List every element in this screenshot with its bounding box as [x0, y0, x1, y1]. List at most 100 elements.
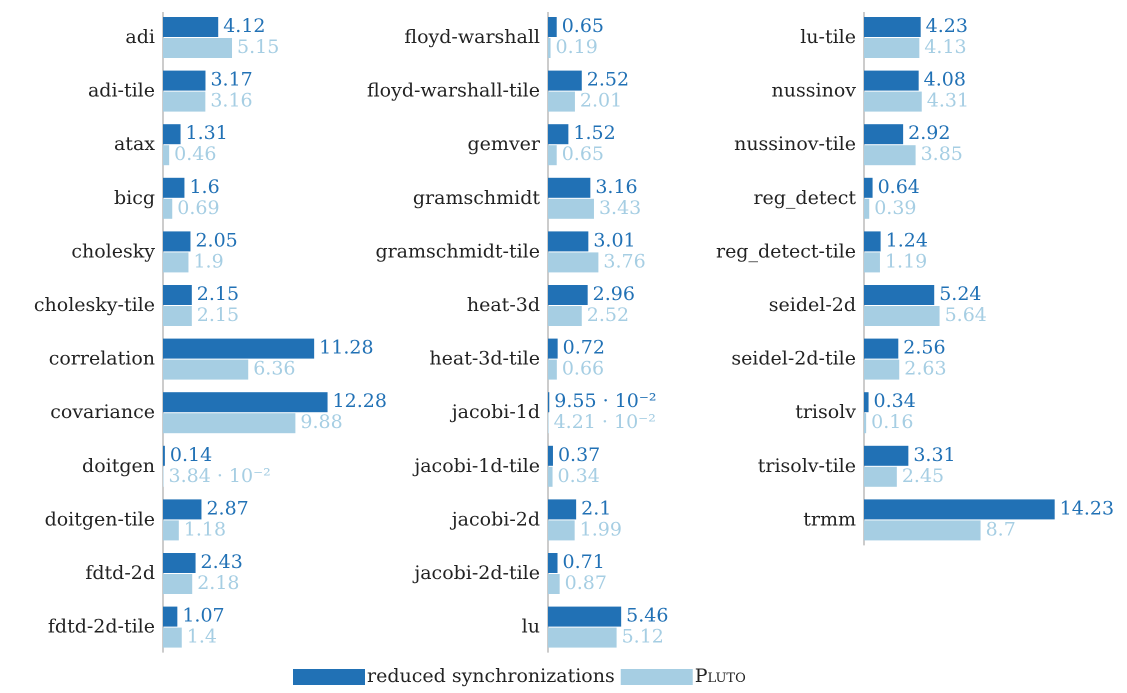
value-label: 4.21 · 10⁻² — [554, 411, 656, 433]
category-label: heat-3d-tile — [429, 348, 540, 370]
bar — [163, 627, 182, 648]
value-label: 2.18 — [197, 572, 239, 594]
bar — [548, 520, 575, 541]
category-label: gemver — [468, 133, 541, 155]
value-label: 1.9 — [193, 250, 223, 272]
bar — [864, 466, 897, 487]
value-label: 5.24 — [939, 283, 981, 305]
value-label: 0.14 — [170, 444, 212, 466]
bar — [163, 520, 179, 541]
value-label: 3.43 — [599, 197, 641, 219]
bar — [548, 306, 582, 326]
value-label: 0.19 — [556, 36, 598, 58]
bar — [163, 38, 233, 58]
category-label: reg_detect-tile — [716, 240, 856, 262]
bar — [864, 252, 880, 273]
bar — [548, 466, 553, 487]
bar — [548, 338, 558, 359]
value-label: 8.7 — [986, 518, 1016, 540]
bar — [163, 553, 196, 573]
value-label: 2.52 — [587, 69, 629, 91]
category-label: jacobi-2d — [450, 508, 540, 530]
value-label: 1.52 — [573, 122, 615, 144]
bar — [163, 445, 165, 466]
value-label: 5.12 — [622, 626, 664, 648]
bar — [548, 574, 560, 594]
value-label: 2.45 — [902, 465, 944, 487]
category-label: gramschmidt — [413, 187, 540, 209]
bar — [548, 252, 599, 273]
legend-label: reduced synchronizations — [367, 665, 615, 687]
value-label: 1.31 — [186, 122, 228, 144]
category-label: nussinov-tile — [734, 133, 856, 155]
bar — [864, 392, 869, 413]
category-label: nussinov — [772, 80, 857, 102]
bar — [864, 338, 899, 359]
value-label: 3.16 — [210, 90, 252, 112]
value-label: 0.46 — [174, 143, 216, 165]
bar — [163, 252, 189, 273]
category-label: cholesky — [71, 240, 155, 262]
value-label: 0.87 — [565, 572, 607, 594]
bar — [548, 553, 558, 573]
bar — [163, 17, 219, 37]
category-label: trmm — [803, 508, 856, 530]
bar — [548, 445, 553, 466]
category-label: floyd-warshall — [404, 26, 540, 48]
category-label: correlation — [49, 348, 155, 370]
category-label: seidel-2d-tile — [731, 348, 856, 370]
legend-label: Pluto — [695, 665, 746, 687]
category-label: cholesky-tile — [34, 294, 155, 316]
value-label: 1.19 — [885, 250, 927, 272]
value-label: 1.6 — [189, 176, 219, 198]
bar — [548, 145, 557, 166]
bar — [548, 38, 551, 58]
bar — [163, 606, 178, 627]
bar — [163, 574, 193, 594]
category-label: jacobi-2d-tile — [412, 562, 540, 584]
category-label: gramschmidt-tile — [375, 240, 540, 262]
bar — [864, 198, 870, 219]
bar — [163, 499, 202, 520]
value-label: 6.36 — [253, 358, 295, 380]
legend-swatch — [620, 669, 693, 685]
bar — [548, 177, 591, 198]
value-label: 1.18 — [184, 518, 226, 540]
bar — [163, 285, 192, 305]
bar — [548, 413, 549, 434]
bar — [548, 392, 550, 413]
value-label: 0.69 — [177, 197, 219, 219]
category-label: bicg — [114, 187, 155, 209]
value-label: 2.63 — [904, 358, 946, 380]
category-label: jacobi-1d-tile — [412, 455, 540, 477]
bar — [163, 466, 164, 487]
bar — [163, 145, 170, 166]
bar — [548, 70, 582, 91]
value-label: 5.64 — [945, 304, 987, 326]
bar — [163, 91, 206, 112]
value-label: 2.52 — [587, 304, 629, 326]
bar — [163, 124, 181, 145]
value-label: 2.01 — [580, 90, 622, 112]
value-label: 5.46 — [626, 605, 668, 627]
value-label: 0.16 — [871, 411, 913, 433]
category-label: covariance — [50, 401, 155, 423]
bar — [548, 91, 575, 112]
bar — [864, 17, 921, 37]
value-label: 9.55 · 10⁻² — [554, 390, 656, 412]
value-label: 4.08 — [924, 69, 966, 91]
bar — [163, 231, 191, 252]
value-label: 2.15 — [197, 283, 239, 305]
value-label: 3.17 — [210, 69, 252, 91]
bar — [548, 198, 594, 219]
category-label: fdtd-2d — [85, 562, 155, 584]
bar — [163, 177, 185, 198]
category-label: reg_detect — [753, 187, 856, 209]
value-label: 0.65 — [562, 143, 604, 165]
value-label: 3.16 — [595, 176, 637, 198]
legend-swatch — [293, 669, 365, 685]
value-label: 11.28 — [319, 337, 373, 359]
bar — [864, 91, 922, 112]
bar — [548, 627, 617, 648]
